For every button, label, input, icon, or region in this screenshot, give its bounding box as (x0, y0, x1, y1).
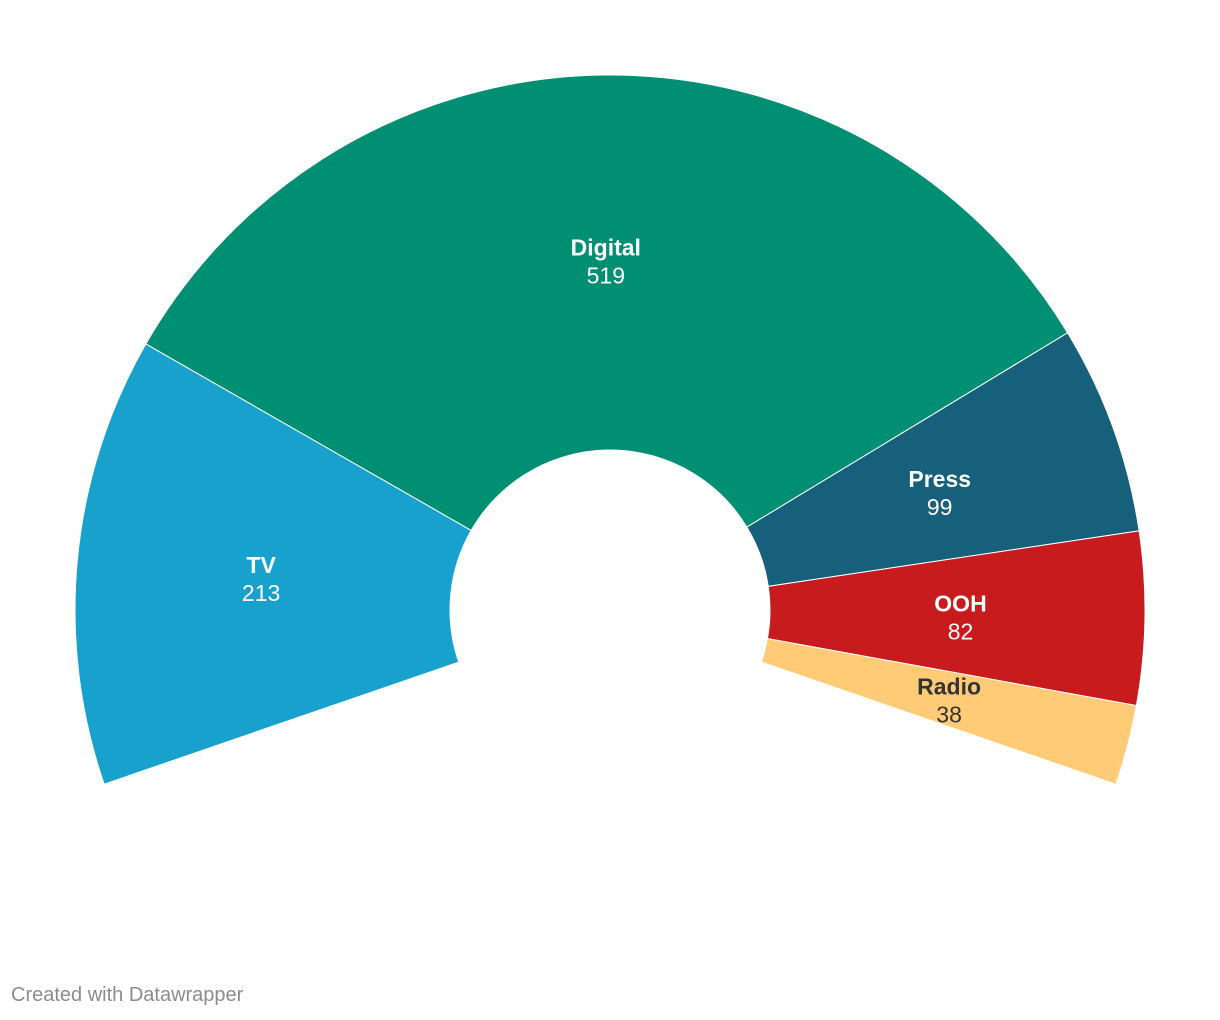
slice-value-radio: 38 (936, 702, 962, 728)
slice-label-tv: TV (246, 552, 276, 578)
slice-tv (74, 343, 472, 785)
slice-label-digital: Digital (571, 235, 641, 261)
chart-slices (74, 74, 1146, 785)
slice-label-radio: Radio (917, 674, 981, 700)
slice-value-digital: 519 (587, 263, 625, 289)
slice-label-ooh: OOH (934, 590, 986, 616)
slice-value-tv: 213 (242, 580, 280, 606)
slice-value-ooh: 82 (948, 618, 974, 644)
slice-radio (760, 637, 1137, 785)
datawrapper-credit: Created with Datawrapper (11, 984, 244, 1006)
slice-value-press: 99 (927, 494, 953, 520)
slice-digital (145, 74, 1069, 532)
slice-label-press: Press (908, 466, 971, 492)
slice-ooh (766, 530, 1146, 707)
